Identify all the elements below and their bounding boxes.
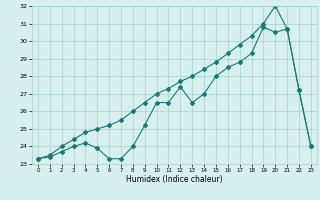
- X-axis label: Humidex (Indice chaleur): Humidex (Indice chaleur): [126, 175, 223, 184]
